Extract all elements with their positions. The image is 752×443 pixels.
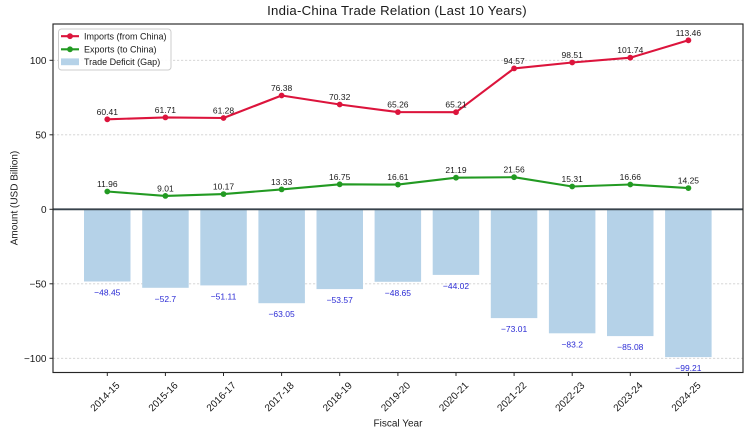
svg-text:61.28: 61.28 — [213, 106, 235, 116]
svg-text:−48.45: −48.45 — [94, 288, 121, 298]
svg-text:16.75: 16.75 — [329, 172, 351, 182]
svg-text:13.33: 13.33 — [271, 177, 293, 187]
svg-text:−50: −50 — [30, 279, 47, 290]
svg-text:Exports (to China): Exports (to China) — [84, 45, 157, 55]
svg-text:Fiscal Year: Fiscal Year — [374, 419, 424, 430]
svg-text:11.96: 11.96 — [97, 179, 118, 189]
svg-text:14.25: 14.25 — [678, 176, 700, 186]
svg-text:65.21: 65.21 — [445, 100, 467, 110]
svg-text:15.31: 15.31 — [562, 174, 584, 184]
svg-text:98.51: 98.51 — [562, 50, 584, 60]
svg-text:−52.7: −52.7 — [155, 294, 177, 304]
svg-text:76.38: 76.38 — [271, 83, 293, 93]
svg-text:16.61: 16.61 — [387, 172, 409, 182]
svg-text:Amount (USD Billion): Amount (USD Billion) — [10, 151, 21, 245]
svg-text:113.46: 113.46 — [676, 28, 702, 38]
svg-text:−48.65: −48.65 — [385, 288, 412, 298]
svg-text:16.66: 16.66 — [620, 172, 642, 182]
svg-text:100: 100 — [30, 56, 47, 67]
svg-text:60.41: 60.41 — [97, 107, 119, 117]
svg-text:65.26: 65.26 — [387, 100, 409, 110]
svg-text:Trade Deficit (Gap): Trade Deficit (Gap) — [84, 57, 160, 67]
svg-text:−53.57: −53.57 — [327, 295, 354, 305]
svg-text:−44.02: −44.02 — [443, 281, 470, 291]
svg-text:0: 0 — [41, 205, 47, 216]
svg-text:−100: −100 — [24, 354, 47, 365]
svg-text:50: 50 — [35, 130, 47, 141]
svg-text:101.74: 101.74 — [617, 45, 643, 55]
svg-text:10.17: 10.17 — [213, 182, 235, 192]
svg-text:70.32: 70.32 — [329, 92, 351, 102]
svg-text:−83.2: −83.2 — [561, 339, 583, 349]
svg-text:9.01: 9.01 — [157, 183, 174, 193]
svg-text:Imports (from China): Imports (from China) — [84, 31, 167, 41]
svg-text:−73.01: −73.01 — [501, 324, 528, 334]
svg-text:61.71: 61.71 — [155, 105, 177, 115]
svg-text:−63.05: −63.05 — [268, 309, 295, 319]
svg-text:−99.21: −99.21 — [675, 363, 702, 373]
svg-text:−51.11: −51.11 — [211, 291, 237, 301]
svg-text:21.19: 21.19 — [445, 165, 467, 175]
svg-text:−85.08: −85.08 — [617, 342, 644, 352]
svg-text:India-China Trade Relation (La: India-China Trade Relation (Last 10 Year… — [267, 3, 527, 18]
svg-text:94.57: 94.57 — [503, 56, 525, 66]
svg-text:21.56: 21.56 — [503, 165, 525, 175]
